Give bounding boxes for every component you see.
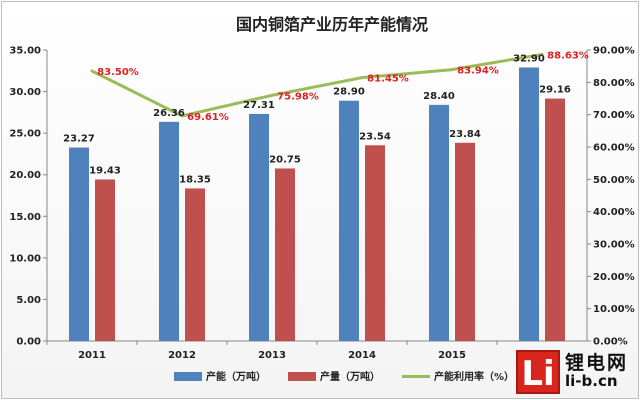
line-point bbox=[270, 93, 274, 97]
line-point bbox=[360, 76, 364, 80]
y-right-tick-label: 60.00% bbox=[593, 143, 635, 154]
y-left-tick-label: 35.00 bbox=[9, 46, 41, 57]
legend-entry: 产能利用率（%） bbox=[434, 370, 514, 383]
bar-data-label: 28.40 bbox=[423, 91, 455, 102]
y-right-tick-label: 80.00% bbox=[593, 78, 635, 89]
watermark-logo: Li 锂电网 li-b.cn bbox=[516, 348, 636, 396]
bar-output bbox=[545, 98, 565, 342]
bar-data-label: 29.16 bbox=[539, 85, 571, 96]
bar-output bbox=[95, 179, 115, 341]
y-left-tick-label: 15.00 bbox=[9, 212, 41, 223]
x-tick-label: 2013 bbox=[258, 350, 286, 361]
rate-data-label: 83.94% bbox=[457, 66, 499, 77]
y-left-tick-label: 30.00 bbox=[9, 87, 41, 98]
bar-data-label: 26.36 bbox=[153, 108, 185, 119]
y-right-tick-label: 30.00% bbox=[593, 240, 635, 251]
watermark-url: li-b.cn bbox=[565, 372, 618, 391]
y-right-tick-label: 40.00% bbox=[593, 207, 635, 218]
bar-data-label: 19.43 bbox=[89, 165, 121, 176]
bar-data-label: 23.84 bbox=[449, 129, 481, 140]
bar-data-label: 32.90 bbox=[513, 53, 545, 64]
bar-data-label: 20.75 bbox=[269, 154, 301, 165]
bar-capacity bbox=[159, 121, 179, 342]
y-right-tick-label: 0.00% bbox=[593, 337, 628, 348]
x-tick-label: 2014 bbox=[348, 350, 376, 361]
y-left-tick-label: 20.00 bbox=[9, 170, 41, 181]
bar-data-label: 28.90 bbox=[333, 87, 365, 98]
y-right-tick-label: 50.00% bbox=[593, 175, 635, 186]
watermark-name: 锂电网 bbox=[565, 352, 629, 375]
legend-entry: 产量（万吨） bbox=[320, 370, 380, 383]
x-tick-label: 2012 bbox=[168, 350, 196, 361]
bar-output bbox=[365, 145, 385, 341]
bar-capacity bbox=[69, 147, 89, 341]
bar-capacity bbox=[249, 113, 269, 341]
bar-capacity bbox=[429, 104, 449, 341]
y-right-tick-label: 90.00% bbox=[593, 46, 635, 57]
y-left-tick-label: 25.00 bbox=[9, 129, 41, 140]
rate-data-label: 75.98% bbox=[277, 91, 319, 102]
line-point bbox=[90, 69, 94, 73]
legend-swatch bbox=[288, 372, 316, 381]
y-right-tick-label: 20.00% bbox=[593, 272, 635, 283]
legend-entry: 产能（万吨） bbox=[206, 370, 266, 383]
y-left-tick-label: 10.00 bbox=[9, 253, 41, 264]
y-left-tick-label: 0.00 bbox=[16, 337, 41, 348]
x-tick-label: 2011 bbox=[78, 350, 106, 361]
rate-data-label: 83.50% bbox=[97, 67, 139, 78]
rate-data-label: 81.45% bbox=[367, 74, 409, 85]
line-point bbox=[180, 114, 184, 118]
watermark-badge: Li bbox=[516, 350, 560, 394]
y-right-tick-label: 70.00% bbox=[593, 110, 635, 121]
legend-swatch bbox=[174, 372, 202, 381]
bar-data-label: 23.27 bbox=[63, 134, 95, 145]
bar-data-label: 27.31 bbox=[243, 100, 275, 111]
bar-output bbox=[185, 188, 205, 341]
line-point bbox=[450, 68, 454, 72]
bar-capacity bbox=[339, 100, 359, 342]
chart-title: 国内铜箔产业历年产能情况 bbox=[236, 15, 428, 34]
line-point bbox=[540, 52, 544, 56]
y-right-tick-label: 10.00% bbox=[593, 304, 635, 315]
bar-data-label: 18.35 bbox=[179, 174, 211, 185]
rate-data-label: 69.61% bbox=[187, 112, 229, 123]
bar-output bbox=[275, 168, 295, 341]
line-utilization-rate bbox=[91, 52, 543, 118]
rate-data-label: 88.63% bbox=[547, 50, 589, 61]
y-left-tick-label: 5.00 bbox=[16, 295, 41, 306]
bar-data-label: 23.54 bbox=[359, 131, 391, 142]
x-tick-label: 2015 bbox=[438, 350, 466, 361]
bar-output bbox=[455, 142, 475, 341]
bar-capacity bbox=[519, 67, 539, 342]
